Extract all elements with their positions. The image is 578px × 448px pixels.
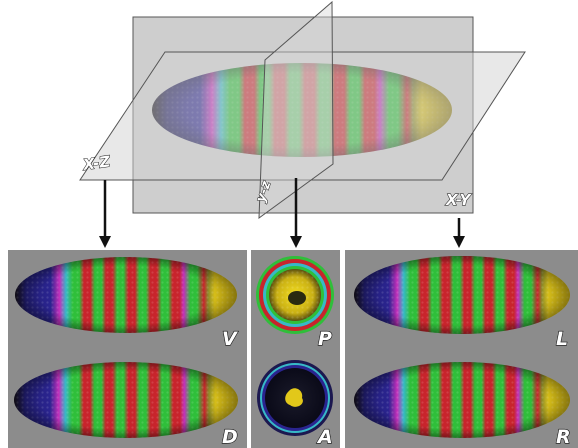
label-a: A bbox=[316, 426, 333, 448]
arrow-to-left-panel bbox=[99, 180, 111, 248]
arrow-to-right-panel bbox=[453, 218, 465, 248]
label-r: R bbox=[556, 426, 571, 448]
xz-plane bbox=[79, 51, 526, 181]
embryo-ventral bbox=[15, 257, 237, 333]
embryo-dorsal bbox=[14, 362, 238, 438]
panel-xz: V D bbox=[8, 250, 247, 448]
label-v: V bbox=[222, 328, 238, 350]
embryo-right bbox=[354, 362, 570, 438]
arrow-to-middle-panel bbox=[290, 178, 302, 248]
plane-schematic: X-Z y-z X-Y bbox=[79, 0, 526, 248]
xz-plane-label: X-Z bbox=[81, 152, 112, 174]
label-l: L bbox=[556, 328, 568, 350]
panel-yz: P A bbox=[251, 250, 340, 448]
label-d: D bbox=[222, 426, 238, 448]
xy-plane-label: X-Y bbox=[445, 191, 473, 209]
panel-xy: L R bbox=[345, 250, 578, 448]
cross-section-posterior bbox=[256, 256, 334, 334]
label-p: P bbox=[318, 328, 332, 350]
embryo-left bbox=[354, 256, 570, 334]
cross-section-anterior bbox=[257, 360, 333, 436]
yz-plane bbox=[258, 0, 334, 220]
yz-plane-label: y-z bbox=[254, 179, 275, 204]
